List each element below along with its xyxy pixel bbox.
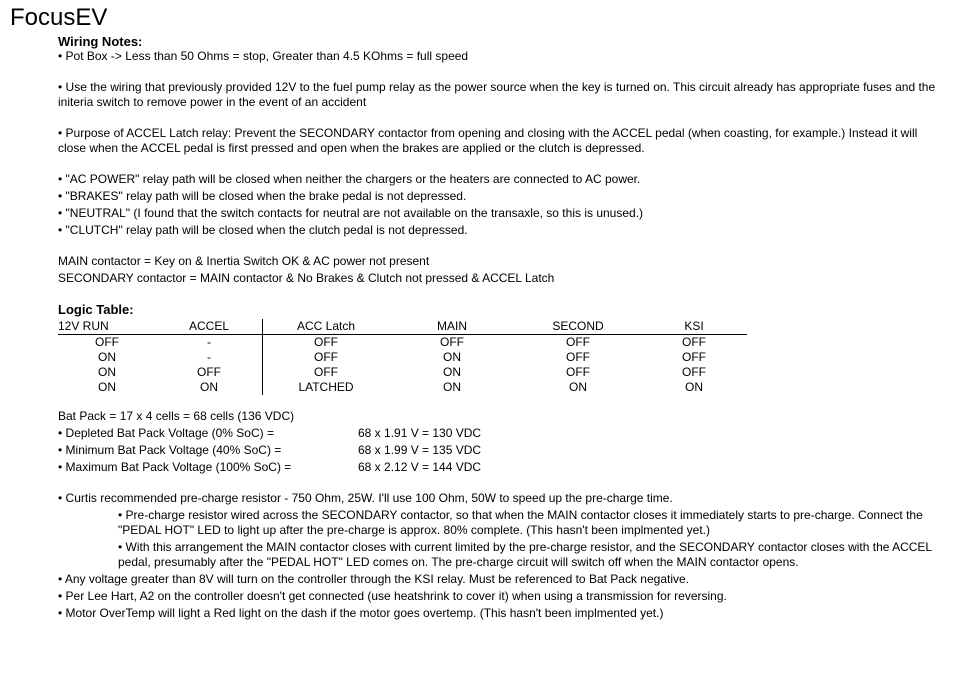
table-header: KSI [641, 319, 747, 335]
voltage-label: • Maximum Bat Pack Voltage (100% SoC) = [58, 460, 358, 475]
voltage-label: • Minimum Bat Pack Voltage (40% SoC) = [58, 443, 358, 458]
table-cell: - [156, 350, 263, 365]
note-line: • "BRAKES" relay path will be closed whe… [58, 189, 945, 204]
voltage-value: 68 x 2.12 V = 144 VDC [358, 460, 481, 475]
table-cell: OFF [641, 350, 747, 365]
batpack-line: Bat Pack = 17 x 4 cells = 68 cells (136 … [58, 409, 945, 424]
note-line: • Motor OverTemp will light a Red light … [58, 606, 945, 621]
voltage-label: • Depleted Bat Pack Voltage (0% SoC) = [58, 426, 358, 441]
note-line: MAIN contactor = Key on & Inertia Switch… [58, 254, 945, 269]
wiring-notes-heading: Wiring Notes: [58, 34, 945, 49]
note-line: • Curtis recommended pre-charge resistor… [58, 491, 945, 506]
table-cell: ON [515, 380, 641, 395]
table-cell: OFF [156, 365, 263, 380]
table-cell: ON [389, 350, 515, 365]
table-cell: ON [58, 365, 156, 380]
table-cell: ON [58, 380, 156, 395]
notes-block-1: • Pot Box -> Less than 50 Ohms = stop, G… [58, 49, 945, 64]
note-line: • "NEUTRAL" (I found that the switch con… [58, 206, 945, 221]
notes-block-5: MAIN contactor = Key on & Inertia Switch… [58, 254, 945, 286]
note-line: • Purpose of ACCEL Latch relay: Prevent … [58, 126, 945, 156]
content: Wiring Notes: • Pot Box -> Less than 50 … [58, 34, 945, 621]
note-line: • Pot Box -> Less than 50 Ohms = stop, G… [58, 49, 945, 64]
table-cell: OFF [58, 335, 156, 351]
table-cell: OFF [263, 335, 390, 351]
voltage-row: • Maximum Bat Pack Voltage (100% SoC) =6… [58, 460, 945, 475]
table-cell: ON [641, 380, 747, 395]
voltage-value: 68 x 1.99 V = 135 VDC [358, 443, 481, 458]
notes-block-2: • Use the wiring that previously provide… [58, 80, 945, 110]
table-cell: ON [58, 350, 156, 365]
notes-block-3: • Purpose of ACCEL Latch relay: Prevent … [58, 126, 945, 156]
table-row: OFF-OFFOFFOFFOFF [58, 335, 747, 351]
table-cell: ON [389, 365, 515, 380]
voltage-row: • Depleted Bat Pack Voltage (0% SoC) =68… [58, 426, 945, 441]
logic-table-heading: Logic Table: [58, 302, 945, 317]
note-line: • Use the wiring that previously provide… [58, 80, 945, 110]
notes-block-7: • Any voltage greater than 8V will turn … [58, 572, 945, 621]
note-line: • With this arrangement the MAIN contact… [118, 540, 945, 570]
logic-table: 12V RUNACCELACC LatchMAINSECONDKSIOFF-OF… [58, 319, 747, 395]
table-cell: OFF [263, 365, 390, 380]
voltage-block: • Depleted Bat Pack Voltage (0% SoC) =68… [58, 426, 945, 475]
table-cell: ON [389, 380, 515, 395]
note-line: • Pre-charge resistor wired across the S… [118, 508, 945, 538]
table-cell: OFF [389, 335, 515, 351]
table-row: ONOFFOFFONOFFOFF [58, 365, 747, 380]
note-line: • Per Lee Hart, A2 on the controller doe… [58, 589, 945, 604]
page-title: FocusEV [10, 4, 945, 32]
notes-block-4: • "AC POWER" relay path will be closed w… [58, 172, 945, 238]
table-cell: LATCHED [263, 380, 390, 395]
table-header: ACC Latch [263, 319, 390, 335]
note-line: SECONDARY contactor = MAIN contactor & N… [58, 271, 945, 286]
table-row: ON-OFFONOFFOFF [58, 350, 747, 365]
table-cell: OFF [515, 365, 641, 380]
table-cell: OFF [515, 335, 641, 351]
table-cell: OFF [263, 350, 390, 365]
notes-block-6: • Curtis recommended pre-charge resistor… [58, 491, 945, 506]
sub-notes-block: • Pre-charge resistor wired across the S… [118, 508, 945, 570]
table-cell: OFF [641, 365, 747, 380]
table-cell: OFF [515, 350, 641, 365]
table-header: 12V RUN [58, 319, 156, 335]
table-cell: - [156, 335, 263, 351]
voltage-value: 68 x 1.91 V = 130 VDC [358, 426, 481, 441]
table-header: MAIN [389, 319, 515, 335]
table-header: SECOND [515, 319, 641, 335]
table-row: ONONLATCHEDONONON [58, 380, 747, 395]
table-header: ACCEL [156, 319, 263, 335]
note-line: • Any voltage greater than 8V will turn … [58, 572, 945, 587]
note-line: • "CLUTCH" relay path will be closed whe… [58, 223, 945, 238]
table-cell: ON [156, 380, 263, 395]
voltage-row: • Minimum Bat Pack Voltage (40% SoC) =68… [58, 443, 945, 458]
note-line: • "AC POWER" relay path will be closed w… [58, 172, 945, 187]
table-cell: OFF [641, 335, 747, 351]
